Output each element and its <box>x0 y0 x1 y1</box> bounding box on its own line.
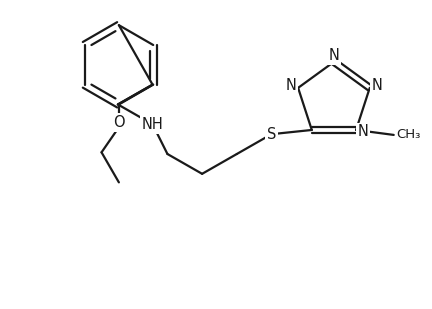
Text: NH: NH <box>142 117 163 132</box>
Text: S: S <box>267 127 276 142</box>
Text: O: O <box>113 115 125 130</box>
Text: CH₃: CH₃ <box>397 129 421 142</box>
Text: N: N <box>371 78 382 93</box>
Text: N: N <box>328 49 340 63</box>
Text: N: N <box>286 78 297 93</box>
Text: N: N <box>358 125 368 139</box>
